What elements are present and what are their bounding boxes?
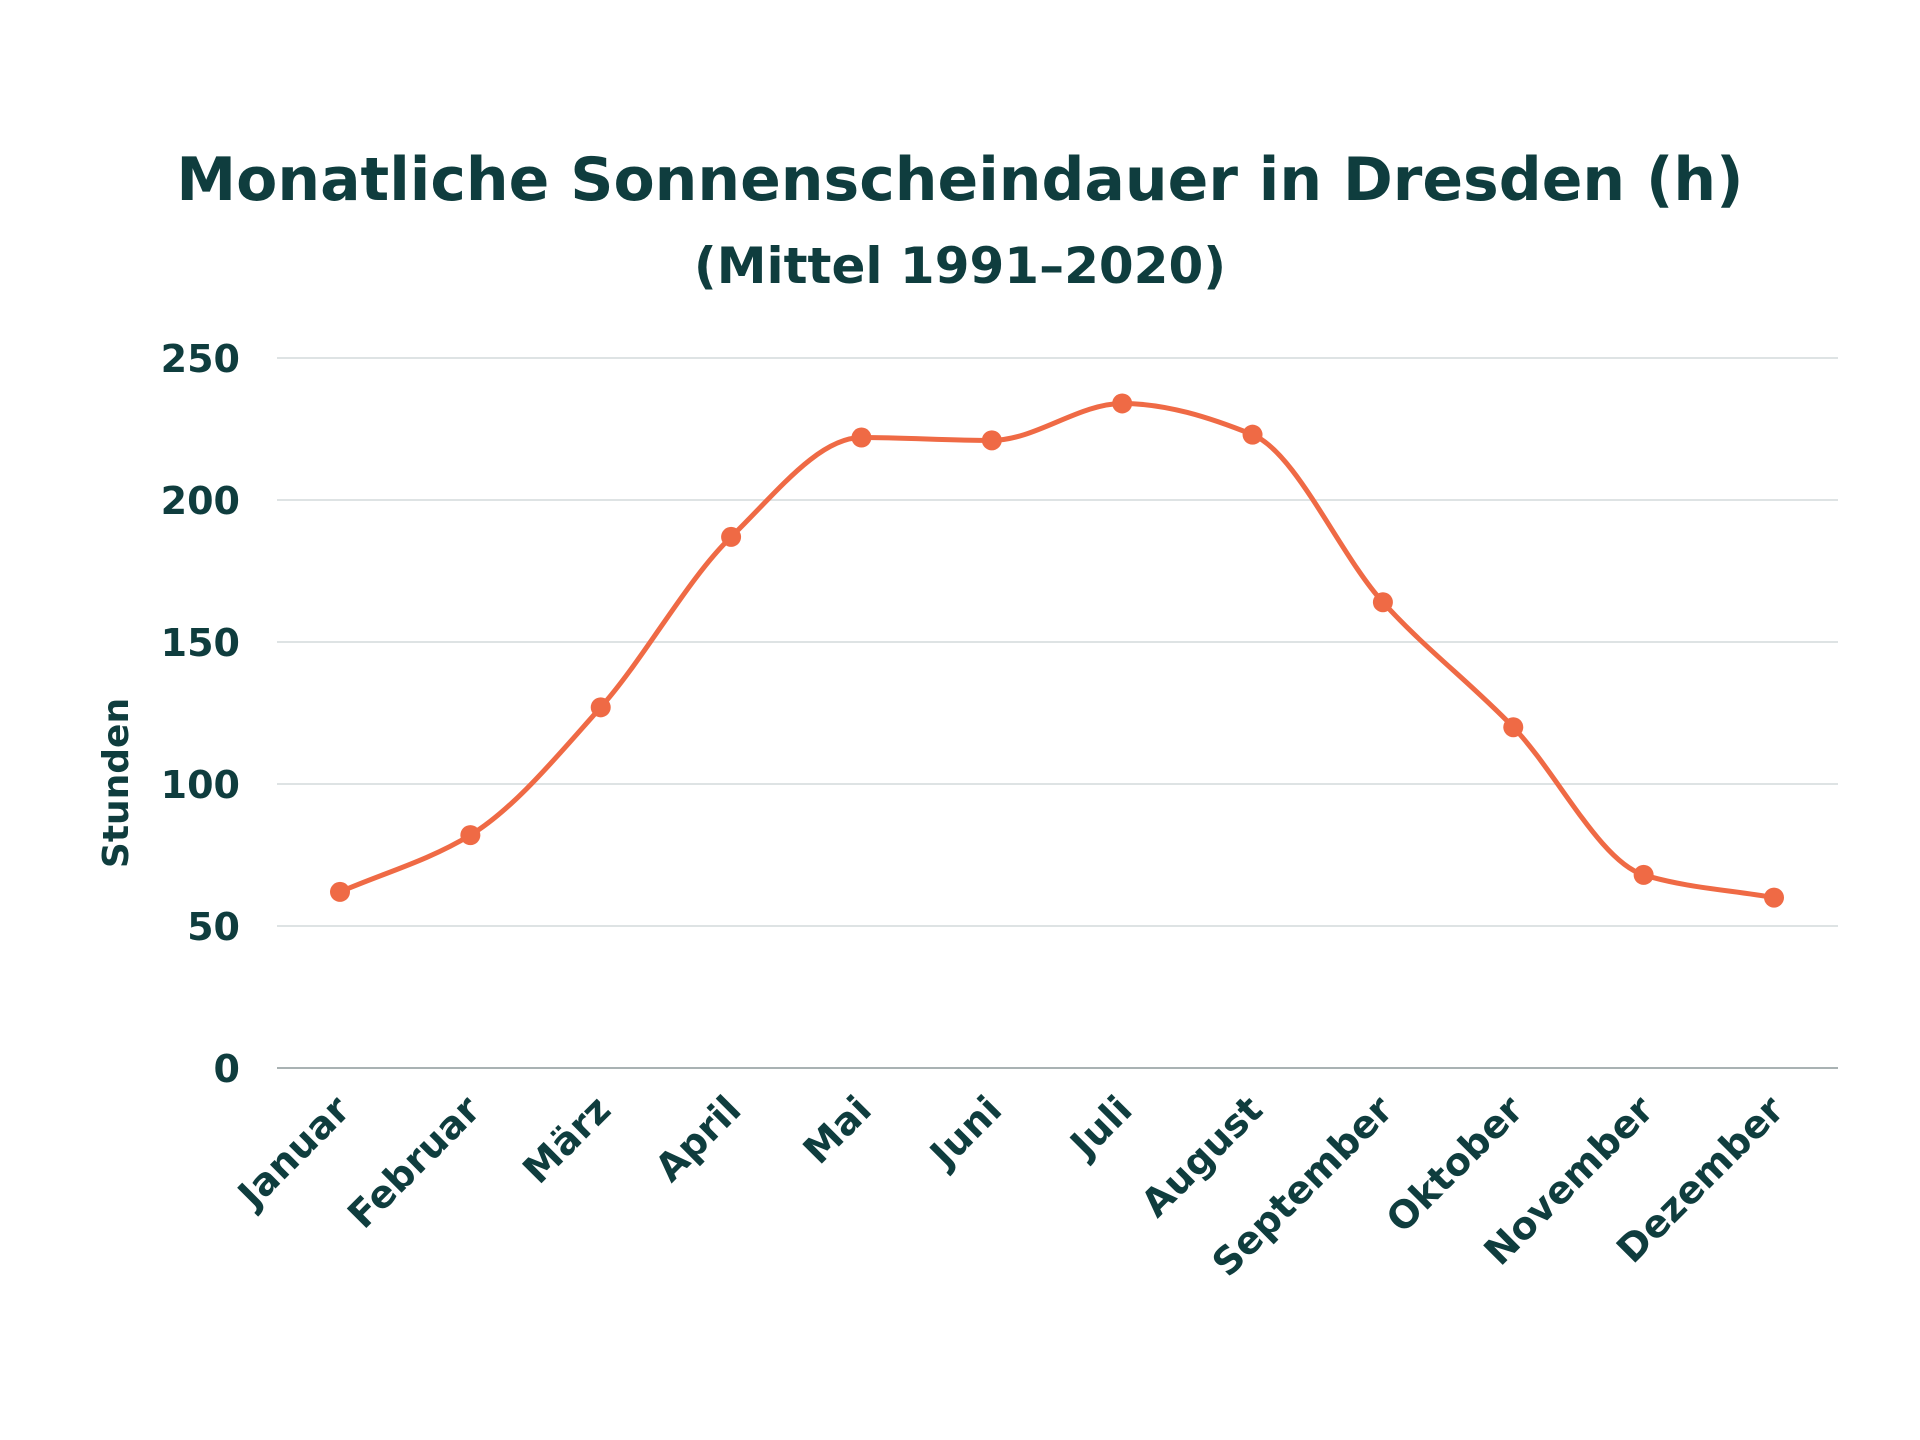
data-point	[1372, 592, 1393, 613]
chart-title: Monatliche Sonnenscheindauer in Dresden …	[176, 145, 1743, 215]
data-point	[851, 427, 872, 448]
data-point	[1503, 717, 1524, 738]
y-tick-label: 100	[161, 763, 240, 807]
data-point	[1633, 864, 1654, 885]
x-tick-label: April	[647, 1087, 750, 1190]
x-tick-label: Juni	[919, 1087, 1010, 1178]
data-point	[1764, 887, 1784, 908]
data-points	[330, 393, 1784, 908]
data-point	[981, 430, 1002, 451]
chart-subtitle: (Mittel 1991–2020)	[694, 237, 1226, 295]
data-point	[1242, 424, 1263, 445]
data-point	[1112, 393, 1133, 414]
x-tick-label: Juli	[1060, 1087, 1141, 1168]
x-tick-label: Mai	[795, 1087, 880, 1172]
y-tick-label: 200	[161, 479, 240, 523]
x-tick-label: Januar	[227, 1087, 358, 1218]
data-point	[460, 825, 481, 846]
y-axis-title: Stunden	[96, 698, 137, 868]
x-tick-label: August	[1133, 1087, 1271, 1225]
y-tick-label: 150	[161, 621, 240, 665]
y-tick-label: 0	[214, 1047, 240, 1091]
y-tick-label: 50	[187, 905, 240, 949]
y-tick-label: 250	[161, 337, 240, 381]
grid-lines	[277, 357, 1838, 1069]
x-tick-label: März	[514, 1087, 619, 1192]
data-point	[590, 697, 611, 718]
x-tick-label: Februar	[339, 1087, 489, 1237]
data-point	[330, 881, 350, 902]
data-point	[721, 526, 742, 547]
series-line	[337, 400, 1777, 901]
y-axis-ticks: 0 50 100 150 200 250	[161, 337, 240, 1091]
